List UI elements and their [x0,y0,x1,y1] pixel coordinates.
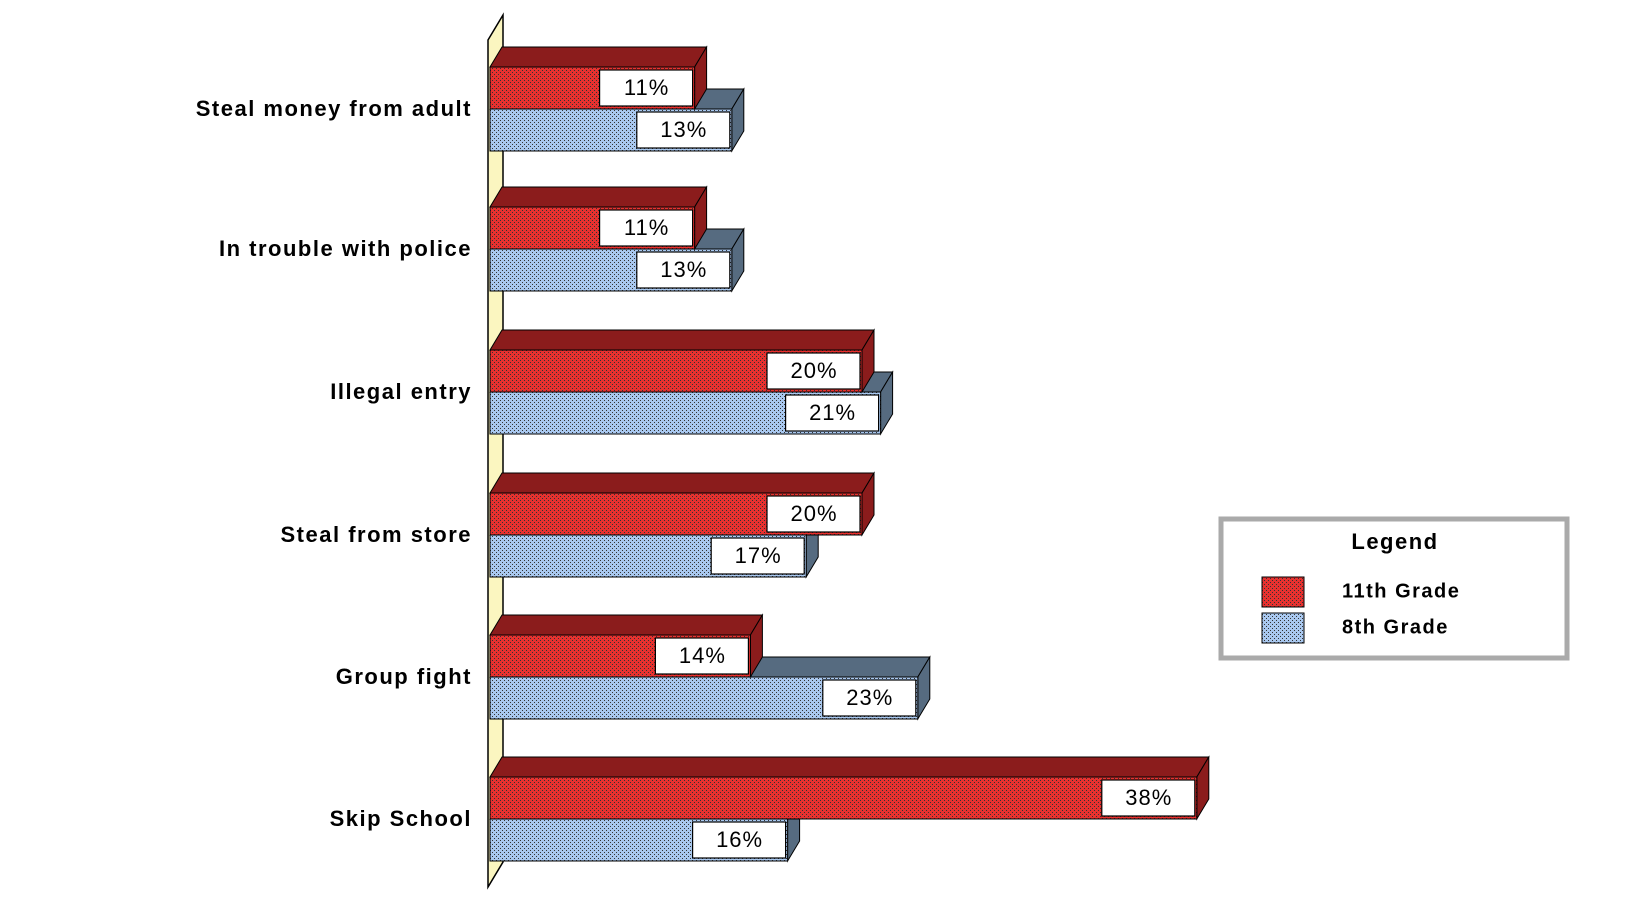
value-label: 16% [716,827,763,852]
value-label-box [654,637,750,675]
value-label-box [1101,779,1196,817]
legend-label: 8th Grade [1342,616,1449,638]
value-label: 20% [790,501,837,526]
value-label: 23% [846,685,893,710]
category-label: Steal money from adult [196,96,472,121]
value-label: 13% [660,257,707,282]
value-label: 11% [624,75,669,100]
bar [489,776,1198,820]
legend-swatch [1261,576,1305,608]
category-label: In trouble with police [219,236,472,261]
value-label-box [766,495,861,533]
legend-title: Legend [1351,529,1438,554]
value-label-box [691,821,787,859]
value-label-box [766,352,861,390]
bar-top [489,329,875,351]
category-label: Illegal entry [330,379,472,404]
category-label: Group fight [336,664,472,689]
value-label: 17% [735,543,782,568]
bar-top [489,46,708,68]
value-label: 20% [790,358,837,383]
value-label-box [636,111,731,149]
value-label: 11% [624,215,669,240]
bar-top [489,614,764,636]
value-label: 13% [660,117,707,142]
value-label-box [710,537,805,575]
legend-label: 11th Grade [1342,580,1460,602]
value-label-box [636,251,731,289]
bar-top [489,756,1210,778]
legend-swatch [1261,612,1305,644]
category-label: Steal from store [281,522,473,547]
value-label-box [598,209,694,247]
value-label-box [598,69,694,107]
bar-top [489,186,708,208]
bar-top [489,472,875,494]
value-label-box [822,679,917,717]
value-label: 21% [809,400,856,425]
value-label: 38% [1125,785,1172,810]
value-label-box [784,394,880,432]
value-label: 14% [679,643,726,668]
category-label: Skip School [330,806,472,831]
